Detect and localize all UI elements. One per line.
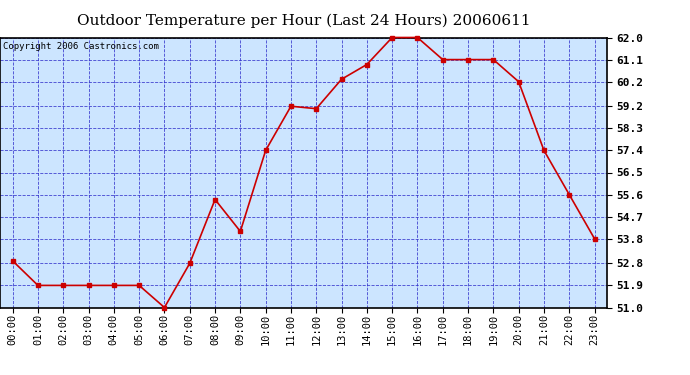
Text: Outdoor Temperature per Hour (Last 24 Hours) 20060611: Outdoor Temperature per Hour (Last 24 Ho… bbox=[77, 13, 531, 27]
Text: Copyright 2006 Castronics.com: Copyright 2006 Castronics.com bbox=[3, 42, 159, 51]
